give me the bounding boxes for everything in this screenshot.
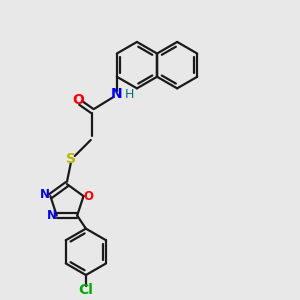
Text: N: N (40, 188, 50, 201)
Text: Cl: Cl (78, 283, 93, 296)
Text: O: O (84, 190, 94, 202)
Text: H: H (124, 88, 134, 101)
Text: N: N (111, 87, 123, 101)
Text: N: N (46, 209, 56, 222)
Text: S: S (66, 152, 76, 167)
Text: O: O (72, 93, 84, 107)
